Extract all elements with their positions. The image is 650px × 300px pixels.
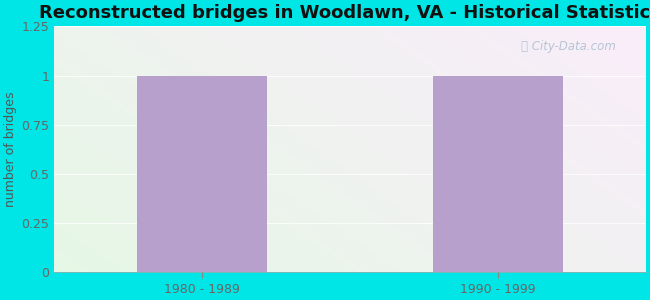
- Title: Reconstructed bridges in Woodlawn, VA - Historical Statistics: Reconstructed bridges in Woodlawn, VA - …: [39, 4, 650, 22]
- Y-axis label: number of bridges: number of bridges: [4, 92, 17, 207]
- Bar: [137, 76, 267, 272]
- Text: ⓘ City-Data.com: ⓘ City-Data.com: [521, 40, 616, 53]
- Bar: [433, 76, 563, 272]
